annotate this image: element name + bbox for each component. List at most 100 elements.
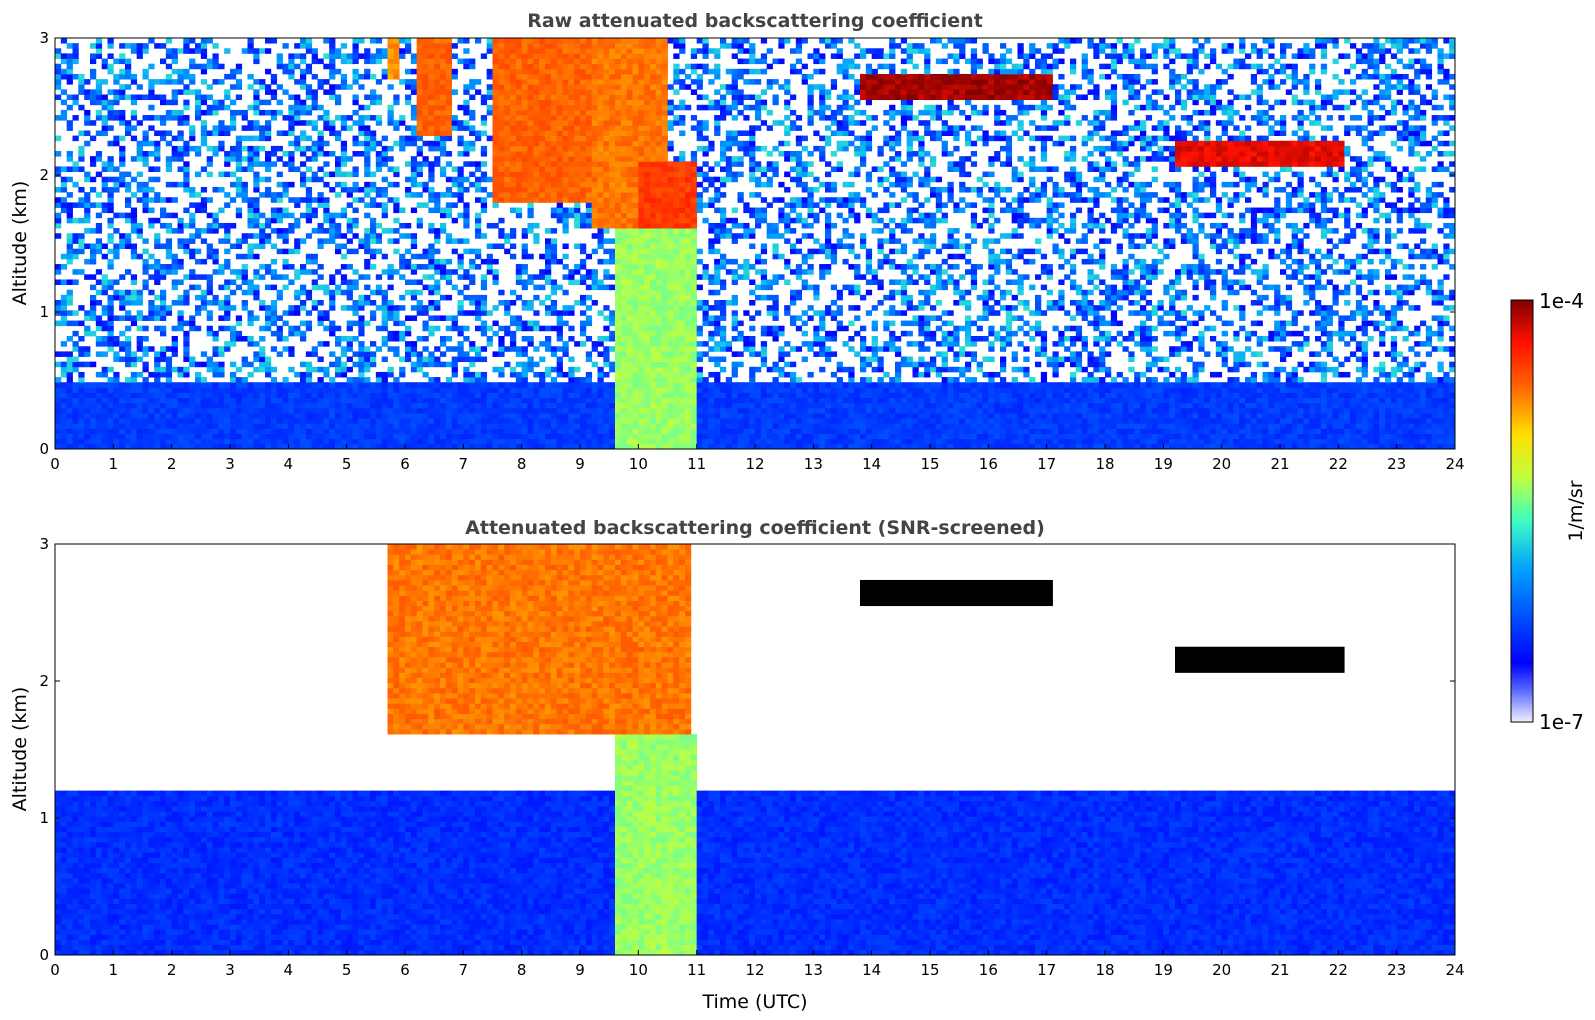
heatmap-cell [580,58,587,65]
heatmap-cell [130,289,138,296]
heatmap-cell [253,217,260,224]
heatmap-cell [101,279,108,285]
heatmap-cell [615,202,622,208]
heatmap-cell [615,428,622,434]
heatmap-cell [498,145,505,152]
heatmap-cell [364,94,371,101]
heatmap-cell [463,145,470,152]
heatmap-cell [300,79,307,85]
heatmap-cell [119,115,126,121]
heatmap-cell [492,109,499,116]
heatmap-cell [72,217,79,224]
heatmap-cell [247,284,254,291]
heatmap-cell [119,68,126,75]
heatmap-cell [410,407,418,414]
heatmap-cell [451,402,458,409]
heatmap-cell [399,258,406,265]
heatmap-cell [469,181,476,188]
heatmap-cell [335,418,342,424]
heatmap-cell [405,233,412,239]
heatmap-cell [259,125,266,131]
heatmap-cell [125,310,132,316]
heatmap-cell [171,269,178,275]
heatmap-cell [148,115,155,121]
heatmap-cell [422,310,429,316]
heatmap-cell [574,53,581,59]
heatmap-cell [609,392,616,399]
heatmap-cell [142,130,149,137]
heatmap-cell [434,397,441,404]
heatmap-cell [597,433,604,440]
heatmap-cell [235,320,243,327]
heatmap-cell [545,325,552,332]
heatmap-cell [72,248,79,255]
heatmap-cell [504,161,511,167]
heatmap-cell [416,181,423,188]
heatmap-cell [615,407,622,414]
heatmap-cell [428,120,435,126]
heatmap-cell [539,104,546,111]
heatmap-cell [154,387,161,393]
heatmap-cell [160,346,167,352]
heatmap-cell [533,63,540,70]
heatmap-cell [434,140,441,147]
heatmap-cell [504,238,511,244]
heatmap-cell [585,392,593,399]
heatmap-cell [515,176,523,183]
heatmap-cell [416,38,423,44]
heatmap-cell [95,438,103,445]
heatmap-cell [364,351,371,357]
heatmap-cell [136,387,143,393]
heatmap-cell [416,135,423,142]
heatmap-cell [235,269,243,275]
heatmap-cell [480,207,488,214]
heatmap-cell [119,289,126,296]
heatmap-cell [416,305,423,311]
heatmap-cell [387,63,394,70]
heatmap-cell [323,428,330,434]
heatmap-cell [609,238,616,244]
heatmap-cell [90,330,97,337]
heatmap-cell [206,222,213,229]
heatmap-cell [527,135,534,142]
heatmap-cell [515,115,523,121]
heatmap-cell [195,284,202,291]
heatmap-cell [329,387,336,393]
heatmap-cell [527,413,534,419]
heatmap-cell [346,228,353,234]
heatmap-cell [288,248,295,255]
heatmap-cell [440,418,447,424]
heatmap-cell [597,89,604,95]
heatmap-cell [585,63,593,70]
heatmap-cell [177,438,184,445]
heatmap-cell [370,135,377,142]
heatmap-cell [224,89,231,95]
heatmap-cell [568,48,575,54]
heatmap-cell [469,346,476,352]
heatmap-cell [533,238,540,244]
heatmap-cell [300,176,307,183]
heatmap-cell [323,238,330,244]
heatmap-cell [510,79,517,85]
heatmap-cell [562,197,569,203]
heatmap-cell [206,253,213,260]
heatmap-cell [440,104,447,111]
heatmap-cell [399,366,406,373]
heatmap-cell [60,68,68,75]
heatmap-cell [422,48,429,54]
heatmap-cell [638,382,645,388]
heatmap-cell [626,356,633,363]
heatmap-cell [533,68,540,75]
heatmap-cell [55,48,62,54]
heatmap-cell [66,192,73,198]
heatmap-cell [206,402,213,409]
heatmap-cell [195,428,202,434]
heatmap-cell [615,433,622,440]
heatmap-cell [148,382,155,388]
heatmap-cell [259,335,266,342]
heatmap-cell [300,335,307,342]
heatmap-cell [632,217,639,224]
heatmap-cell [603,197,610,203]
heatmap-cell [486,38,493,44]
